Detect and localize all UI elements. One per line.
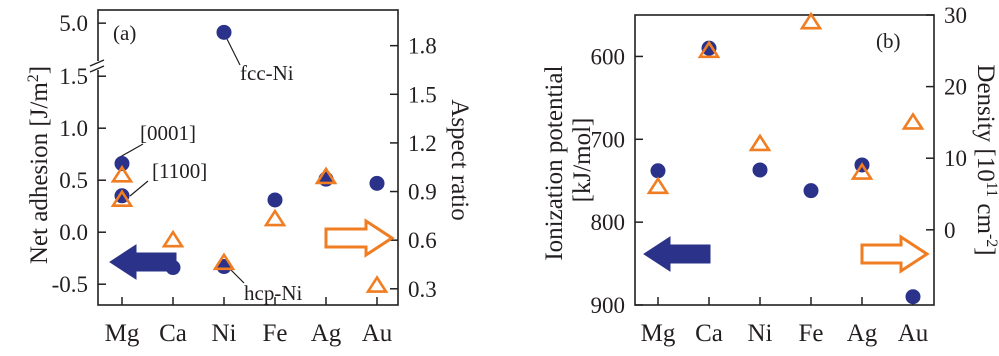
data-point-triangle — [697, 40, 721, 59]
leader-0001 — [119, 143, 144, 158]
right-axis-arrow — [324, 218, 395, 258]
y-left-tick-label: 900 — [591, 293, 626, 318]
data-point-triangle — [646, 176, 670, 195]
x-tick-label: Mg — [641, 320, 676, 347]
x-tick-label: Ag — [311, 320, 342, 347]
data-point-circle — [650, 163, 666, 179]
x-tick-label: Au — [362, 320, 393, 347]
y-right-tick-label: 10 — [944, 146, 967, 171]
data-point-triangle — [748, 133, 772, 152]
y-right-tick-label: 0.6 — [408, 228, 437, 253]
data-point-triangle — [161, 229, 185, 248]
y-axis-left-label-b: Ionization potential [kJ/mol] — [541, 59, 596, 260]
y-right-tick-label: 30 — [944, 3, 967, 28]
y-left-tick-label: 600 — [591, 44, 626, 69]
y-left-tick-label: 0.5 — [59, 168, 88, 193]
y-right-tick-label: 0.9 — [408, 180, 437, 205]
y-left-tick-label: -0.5 — [52, 272, 88, 297]
y-right-tick-label: 0 — [944, 218, 956, 243]
data-point-circle — [216, 24, 232, 40]
panel-a-marks — [110, 24, 389, 293]
leader-1100 — [129, 180, 149, 197]
data-point-triangle — [263, 208, 287, 227]
data-point-circle — [267, 192, 283, 208]
annotation-0001: [0001] — [140, 121, 196, 145]
y-left-tick-label: 1.0 — [59, 116, 88, 141]
y-left-tick-label: 1.5 — [59, 64, 88, 89]
y-left-tick-label: 5.0 — [59, 11, 88, 36]
data-point-triangle — [901, 112, 925, 130]
data-point-circle — [803, 183, 819, 199]
y-left-tick-label: 800 — [591, 210, 626, 235]
y-right-tick-label: 1.5 — [408, 82, 437, 107]
data-point-circle — [369, 175, 385, 191]
x-tick-label: Ca — [159, 320, 187, 347]
x-tick-label: Fe — [263, 320, 288, 347]
right-axis-arrow-b — [860, 234, 930, 274]
y-axis-right-label-b: Density [1011 cm-2] — [972, 64, 999, 255]
y-right-tick-label: 0.3 — [408, 277, 437, 302]
annotation-hcp-ni: hcp-Ni — [244, 281, 302, 305]
annotation-fcc-ni: fcc-Ni — [240, 61, 294, 85]
data-point-triangle — [212, 252, 236, 271]
data-point-triangle — [110, 164, 134, 183]
y-left-tick-label: 700 — [591, 127, 626, 152]
panel-a: (a) -0.5 0.0 0.5 1.0 1.5 5.0 0.3 0.6 0.9 1.2 1.5 1.… — [25, 9, 473, 347]
data-point-circle — [701, 40, 717, 56]
x-tick-label: Ca — [695, 320, 723, 347]
y-axis-right-label-a: Aspect ratio — [446, 99, 473, 220]
data-point-triangle — [799, 11, 823, 30]
data-point-circle — [752, 162, 768, 178]
x-tick-label: Ag — [847, 320, 878, 347]
panel-label-a: (a) — [113, 21, 136, 45]
x-tick-label: Fe — [799, 320, 824, 347]
x-tick-label: Ni — [212, 320, 237, 347]
x-tick-label: Mg — [105, 320, 140, 347]
panel-a-frame — [97, 9, 399, 306]
panel-a-ticks: -0.5 0.0 0.5 1.0 1.5 5.0 0.3 0.6 0.9 1.2 1.5 1.8 Mg C… — [52, 11, 437, 347]
panel-label-b: (b) — [876, 29, 901, 53]
data-point-triangle — [110, 189, 134, 207]
data-point-circle — [114, 156, 130, 172]
y-axis-left-label-a: Net adhesion [J/m2] — [25, 66, 53, 264]
axis-break-mark — [89, 59, 106, 73]
y-left-tick-label: 0.0 — [59, 220, 88, 245]
data-point-triangle — [850, 162, 874, 180]
leader-fcc-ni — [224, 34, 241, 66]
y-right-tick-label: 20 — [944, 75, 967, 100]
data-point-circle — [165, 260, 181, 276]
y-right-tick-label: 1.2 — [408, 131, 437, 156]
annotation-1100: [1100] — [152, 159, 207, 183]
panel-b-frame — [634, 14, 935, 306]
data-point-triangle — [365, 275, 389, 293]
data-point-triangle — [314, 166, 338, 185]
panel-b: (b) 600 700 800 900 0 10 20 30 Mg Ca Ni Fe Ag Au Ioni… — [541, 3, 999, 347]
left-axis-arrow — [109, 244, 177, 280]
left-axis-arrow-b — [643, 236, 711, 272]
data-point-circle — [905, 289, 921, 305]
x-tick-label: Au — [898, 320, 929, 347]
panel-b-marks — [646, 11, 925, 305]
panel-b-ticks: 600 700 800 900 0 10 20 30 Mg Ca Ni Fe Ag Au — [591, 3, 968, 347]
y-right-tick-label: 1.8 — [408, 34, 437, 59]
x-tick-label: Ni — [748, 320, 773, 347]
